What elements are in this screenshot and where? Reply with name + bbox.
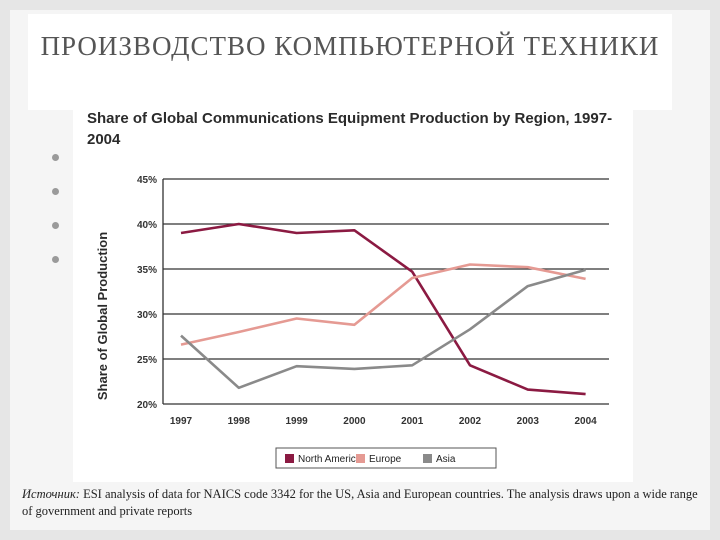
slide-title: ПРОИЗВОДСТВО КОМПЬЮТЕРНОЙ ТЕХНИКИ: [40, 31, 660, 61]
source-text: ESI analysis of data for NAICS code 3342…: [22, 487, 698, 518]
x-tick-label: 2001: [401, 416, 424, 427]
title-band: [28, 14, 672, 110]
y-tick-label: 30%: [137, 310, 157, 321]
y-ticks: 20% 25% 30% 35% 40% 45%: [137, 175, 157, 411]
x-tick-label: 2004: [574, 416, 597, 427]
x-tick-label: 1998: [228, 416, 251, 427]
bullet-3: [52, 222, 59, 229]
series-line-asia: [180, 268, 586, 390]
x-ticks: 1997 1998 1999 2000 2001 2002 2003 2004: [170, 416, 597, 427]
series-line-north-america: [180, 222, 586, 396]
legend-swatch: [285, 454, 294, 463]
y-tick-label: 35%: [137, 265, 157, 276]
y-tick-label: 25%: [137, 355, 157, 366]
source-note: Источник: ESI analysis of data for NAICS…: [22, 486, 702, 520]
series-line-europe: [180, 263, 586, 346]
legend-swatch: [356, 454, 365, 463]
line-chart: 20% 25% 30% 35% 40% 45% 1997 1998 1999 2000 2001 2…: [95, 175, 609, 469]
x-tick-label: 1997: [170, 416, 193, 427]
bullet-1: [52, 154, 59, 161]
bullet-2: [52, 188, 59, 195]
grid: [162, 178, 609, 405]
legend: North America Europe Asia: [275, 447, 497, 469]
x-tick-label: 1999: [285, 416, 308, 427]
legend-label: Asia: [436, 454, 456, 465]
series-lines: [180, 222, 586, 396]
x-tick-label: 2003: [517, 416, 540, 427]
x-tick-label: 2000: [343, 416, 366, 427]
legend-box: [275, 447, 497, 469]
y-axis-label: Share of Global Production: [95, 232, 110, 400]
legend-swatch: [423, 454, 432, 463]
chart-title: Share of Global Communications Equipment…: [87, 110, 613, 148]
bullet-4: [52, 256, 59, 263]
legend-label: North America: [298, 454, 362, 465]
y-tick-label: 40%: [137, 220, 157, 231]
y-tick-label: 45%: [137, 175, 157, 186]
source-label: Источник:: [22, 487, 80, 501]
chart-panel: Share of Global Communications Equipment…: [73, 102, 633, 482]
x-tick-label: 2002: [459, 416, 482, 427]
y-tick-label: 20%: [137, 400, 157, 411]
legend-label: Europe: [369, 454, 402, 465]
